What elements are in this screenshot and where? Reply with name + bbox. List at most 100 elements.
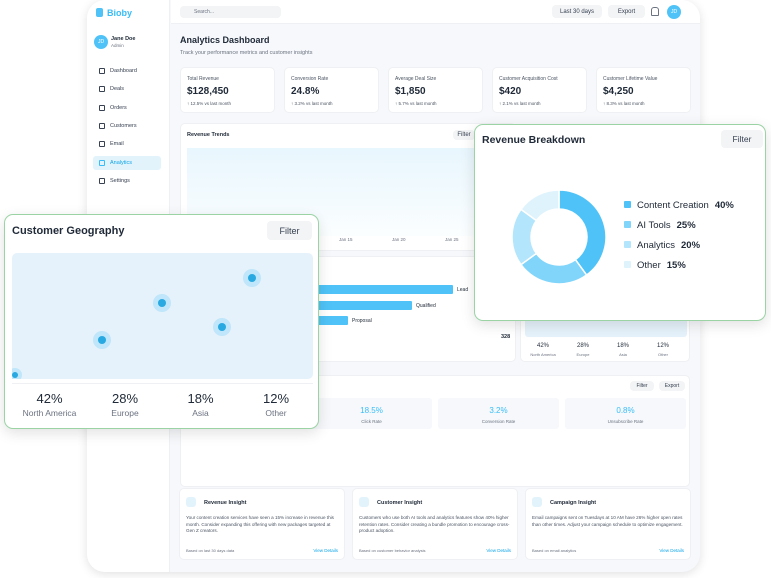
kpi-card: Conversion Rate 24.8% ↑ 3.2% vs last month	[284, 67, 379, 113]
kpi-value: 24.8%	[291, 86, 320, 97]
legend-label: Content Creation 40%	[637, 200, 734, 211]
metric-label: Click Rate	[361, 419, 382, 424]
funnel-bar	[301, 316, 348, 325]
export-button[interactable]: Export	[659, 381, 685, 391]
nav-item[interactable]: Dashboard	[93, 64, 161, 78]
funnel-bar	[301, 300, 412, 310]
geo-value: 18%	[187, 391, 214, 406]
x-label: Jan 25	[445, 237, 459, 242]
kpi-label: Customer Lifetime Value	[603, 76, 658, 82]
card-title: Revenue Trends	[187, 132, 230, 138]
geo-value-bg: 42%	[536, 343, 549, 349]
legend-category: AI Tools	[637, 220, 671, 231]
nav-label: Orders	[110, 104, 127, 111]
nav-label: Email	[110, 141, 124, 148]
kpi-value: $420	[499, 86, 522, 97]
insight-footer: Based on last 30 days data	[186, 548, 235, 553]
insight-text: Customers who use both AI tools and anal…	[359, 515, 510, 533]
nav-item[interactable]: Email	[93, 137, 161, 151]
geo-value: 12%	[262, 391, 290, 406]
export-button[interactable]: Export	[608, 5, 645, 18]
legend-label: Analytics 20%	[637, 240, 701, 251]
insight-text: Your content creation services have seen…	[186, 515, 334, 533]
kpi-change: ↑ 8.3% vs last month	[603, 101, 645, 106]
nav-icon	[99, 104, 105, 111]
kpi-card: Customer Acquisition Cost $420 ↑ 2.1% vs l…	[492, 67, 587, 113]
kpi-change: ↑ 2.1% vs last month	[499, 101, 541, 106]
insight-link[interactable]: View Details	[659, 548, 684, 553]
geo-label: North America	[22, 408, 77, 418]
geo-label: Europe	[111, 408, 139, 418]
insight-footer: Based on customer behavior analysis	[359, 548, 426, 553]
kpi-card: Average Deal Size $1,850 ↑ 5.7% vs last mo…	[388, 67, 483, 113]
revenue-breakdown-panel: Revenue Breakdown Filter Content Creatio…	[474, 124, 766, 321]
nav-item[interactable]: Customers	[93, 119, 161, 133]
metric-label: Unsubscribe Rate	[607, 419, 644, 424]
top-avatar[interactable]: JD	[667, 5, 681, 19]
kpi-label: Customer Acquisition Cost	[499, 76, 558, 82]
date-range-button[interactable]: Last 30 days	[552, 5, 602, 18]
user-name: Jane Doe	[111, 36, 136, 42]
geo-value-bg: 28%	[576, 343, 589, 349]
metric-value: 0.8%	[616, 406, 635, 415]
insight-link[interactable]: View Details	[313, 548, 338, 553]
insight-icon	[186, 497, 196, 507]
geo-value-bg: 18%	[616, 343, 629, 349]
insight-link[interactable]: View Details	[486, 548, 511, 553]
logo-icon	[96, 8, 103, 17]
page-subtitle: Track your performance metrics and custo…	[180, 50, 313, 56]
kpi-label: Average Deal Size	[395, 76, 437, 82]
bell-icon[interactable]	[651, 7, 659, 16]
kpi-change: ↑ 12.5% vs last month	[187, 101, 232, 106]
insight-card: Customer Insight Customers who use both A…	[352, 488, 518, 560]
kpi-value: $4,250	[603, 86, 634, 97]
geo-value: 42%	[36, 391, 63, 406]
donut-segment	[519, 189, 560, 222]
nav-label: Customers	[110, 122, 137, 129]
filter-button[interactable]: Filter	[453, 130, 475, 140]
nav-icon	[99, 68, 105, 74]
insight-title: Campaign Insight	[550, 500, 597, 506]
kpi-change: ↑ 5.7% vs last month	[395, 101, 437, 106]
nav-item[interactable]: Settings	[93, 174, 161, 188]
geo-label: Other	[265, 408, 287, 418]
nav-item[interactable]: Deals	[93, 82, 161, 96]
filter-button[interactable]: Filter	[721, 130, 763, 148]
search-box[interactable]: Search...	[180, 6, 281, 18]
x-label: Jan 20	[392, 237, 406, 242]
kpi-card: Total Revenue $128,450 ↑ 12.5% vs last mon…	[180, 67, 275, 113]
insight-text: Email campaigns sent on Tuesdays at 10 A…	[532, 515, 683, 527]
divider	[12, 383, 313, 384]
legend-swatch	[624, 261, 631, 268]
kpi-label: Total Revenue	[187, 76, 219, 82]
panel-title: Revenue Breakdown	[482, 134, 586, 146]
geo-label-bg: Other	[657, 352, 668, 357]
donut-segment	[558, 189, 607, 277]
metric-value: 3.2%	[489, 406, 508, 415]
user-avatar: JD	[94, 35, 108, 49]
kpi-label: Conversion Rate	[291, 76, 329, 82]
geo-label: Asia	[192, 408, 209, 418]
insight-icon	[359, 497, 369, 507]
filter-button[interactable]: Filter	[630, 381, 654, 391]
legend-label: Other 15%	[637, 260, 686, 271]
email-metric: 18.5% Click Rate	[311, 398, 432, 429]
funnel-label: Proposal	[352, 318, 372, 324]
geo-value: 28%	[111, 391, 139, 406]
map-background	[12, 253, 313, 379]
funnel-count: 328	[501, 334, 511, 340]
nav-label: Analytics	[110, 159, 133, 166]
geo-label-bg: Asia	[619, 352, 627, 357]
filter-button[interactable]: Filter	[267, 221, 312, 240]
geo-value-bg: 12%	[656, 343, 669, 349]
funnel-label: Qualified	[416, 302, 436, 309]
nav-icon	[99, 159, 105, 166]
nav-icon	[99, 177, 105, 184]
legend-label: AI Tools 25%	[637, 220, 696, 231]
logo: Bioby	[107, 8, 133, 18]
nav-item[interactable]: Orders	[93, 101, 161, 115]
legend-swatch	[624, 241, 631, 248]
nav-icon	[99, 86, 105, 93]
nav-item[interactable]: Analytics	[93, 155, 161, 170]
legend-value: 15%	[667, 260, 687, 271]
